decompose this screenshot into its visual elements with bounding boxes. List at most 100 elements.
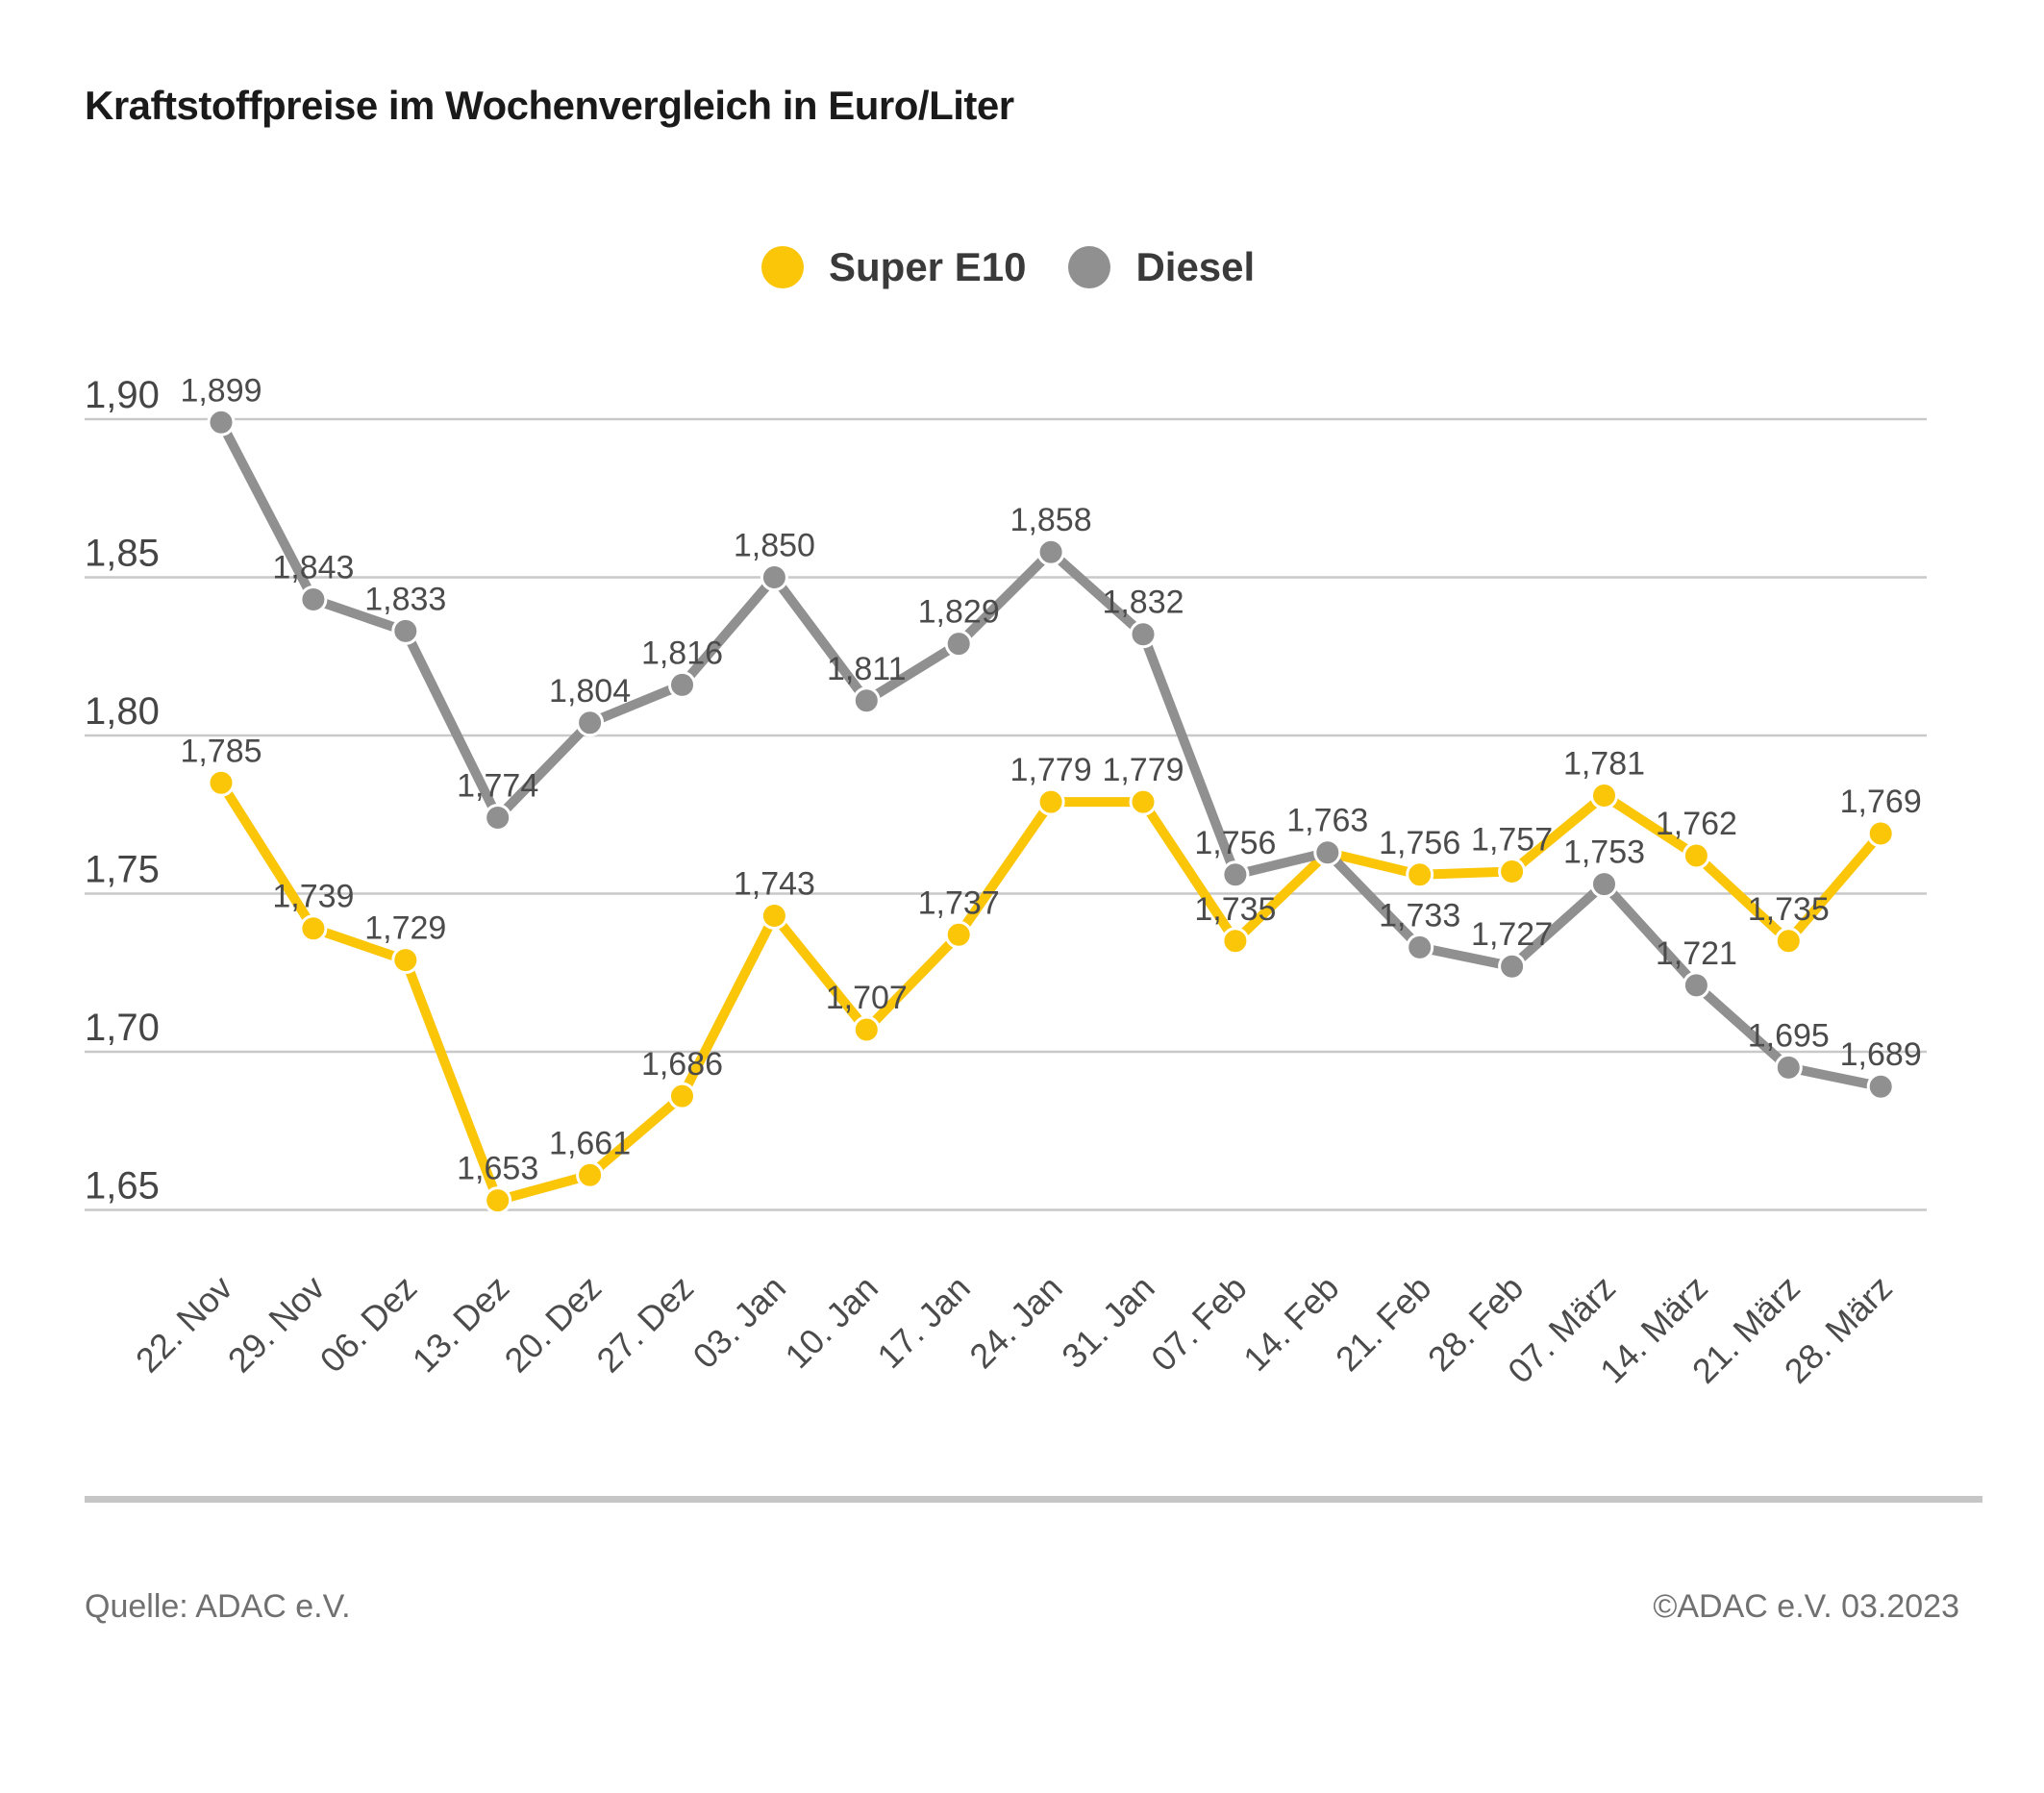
data-point	[1498, 858, 1527, 885]
legend-item-diesel: Diesel	[1068, 244, 1255, 290]
x-tick-label: 06. Dez	[312, 1268, 425, 1381]
value-label: 1,721	[1656, 935, 1737, 972]
y-tick-label: 1,75	[85, 849, 160, 891]
value-label: 1,756	[1379, 825, 1460, 861]
data-point	[1221, 860, 1250, 889]
footer-divider	[85, 1496, 1982, 1503]
data-point	[1590, 870, 1618, 899]
x-tick-label: 14. Feb	[1235, 1268, 1346, 1379]
data-point	[1682, 971, 1710, 1000]
value-label: 1,832	[1102, 585, 1184, 621]
legend-label-super-e10: Super E10	[829, 244, 1027, 289]
value-label: 1,763	[1286, 803, 1368, 839]
x-tick-label: 17. Jan	[869, 1268, 977, 1376]
value-label: 1,739	[272, 879, 354, 915]
data-point	[1129, 787, 1158, 816]
value-label: 1,811	[827, 651, 907, 687]
data-point	[207, 768, 236, 797]
value-label: 1,729	[364, 910, 446, 947]
value-label: 1,735	[1748, 891, 1830, 928]
page-title: Kraftstoffpreise im Wochenvergleich in E…	[85, 83, 1014, 128]
value-label: 1,833	[364, 581, 446, 617]
data-point	[668, 670, 696, 699]
data-point	[852, 686, 881, 715]
x-tick-label: 31. Jan	[1054, 1268, 1161, 1376]
value-label: 1,779	[1010, 752, 1092, 788]
data-point	[1866, 819, 1895, 848]
value-label: 1,653	[457, 1151, 538, 1187]
data-point	[668, 1082, 696, 1110]
legend-label-diesel: Diesel	[1135, 244, 1256, 289]
value-label: 1,850	[734, 528, 815, 564]
value-label: 1,899	[180, 372, 262, 409]
value-label: 1,774	[457, 768, 538, 805]
x-tick-label: 29. Nov	[220, 1268, 333, 1381]
y-tick-label: 1,90	[85, 374, 160, 416]
data-point	[1682, 841, 1710, 870]
value-label: 1,753	[1563, 834, 1645, 871]
data-point	[1036, 537, 1065, 566]
data-point	[1036, 787, 1065, 816]
data-point	[391, 946, 420, 975]
data-point	[207, 408, 236, 436]
value-label: 1,707	[826, 980, 908, 1016]
data-point	[576, 1160, 605, 1189]
data-point	[852, 1015, 881, 1044]
legend-dot-diesel-icon	[1068, 246, 1111, 288]
x-tick-label: 24. Jan	[961, 1268, 1069, 1376]
data-point	[944, 630, 973, 659]
value-label: 1,735	[1194, 891, 1276, 928]
y-tick-label: 1,85	[85, 533, 160, 575]
value-label: 1,733	[1379, 897, 1460, 934]
value-label: 1,769	[1840, 784, 1922, 820]
x-tick-label: 21. Feb	[1328, 1268, 1438, 1379]
data-point	[760, 902, 788, 930]
x-tick-label: 22. Nov	[128, 1268, 240, 1381]
copyright-text: ©ADAC e.V. 03.2023	[1653, 1588, 1959, 1625]
fuel-price-line-chart: 1,90 1,85 1,80 1,75 1,70 1,65 1,785 1,739 1,729 1…	[85, 372, 1927, 1391]
value-label: 1,785	[180, 733, 262, 769]
data-point	[1774, 927, 1803, 956]
x-tick-label: 27. Dez	[588, 1268, 701, 1381]
value-label: 1,816	[641, 635, 723, 671]
value-label: 1,779	[1102, 752, 1184, 788]
data-point	[1590, 782, 1618, 809]
value-label: 1,781	[1563, 746, 1645, 783]
source-text: Quelle: ADAC e.V.	[85, 1588, 351, 1625]
x-tick-label: 13. Dez	[405, 1268, 517, 1381]
data-point	[944, 920, 973, 949]
value-label: 1,829	[918, 594, 1000, 631]
value-label: 1,686	[641, 1046, 723, 1083]
data-point	[1406, 860, 1434, 889]
data-point	[484, 1186, 512, 1215]
x-tick-label: 10. Jan	[777, 1268, 885, 1376]
value-label: 1,743	[734, 866, 815, 903]
data-point	[1498, 952, 1527, 981]
y-tick-label: 1,65	[85, 1165, 160, 1208]
data-point	[1406, 933, 1434, 961]
value-label: 1,689	[1840, 1036, 1922, 1073]
data-point	[391, 616, 420, 645]
data-point	[1129, 620, 1158, 649]
value-label: 1,757	[1471, 822, 1553, 859]
value-label: 1,727	[1471, 916, 1553, 953]
data-point	[1221, 927, 1250, 956]
x-tick-label: 07. Feb	[1143, 1268, 1254, 1379]
data-point	[1774, 1053, 1803, 1082]
value-label: 1,737	[918, 884, 1000, 921]
value-label: 1,858	[1010, 502, 1092, 538]
value-label: 1,661	[549, 1125, 631, 1161]
y-tick-label: 1,80	[85, 690, 160, 733]
value-label: 1,804	[549, 673, 631, 710]
data-point	[484, 804, 512, 832]
data-point	[1313, 838, 1342, 867]
data-point	[760, 563, 788, 591]
data-point	[299, 585, 328, 613]
value-label: 1,843	[272, 550, 354, 586]
x-tick-label: 03. Jan	[685, 1268, 793, 1376]
data-point	[576, 709, 605, 737]
data-point	[299, 914, 328, 943]
value-label: 1,756	[1194, 825, 1276, 861]
x-tick-label: 20. Dez	[497, 1268, 610, 1381]
legend-dot-super-e10-icon	[761, 246, 804, 288]
